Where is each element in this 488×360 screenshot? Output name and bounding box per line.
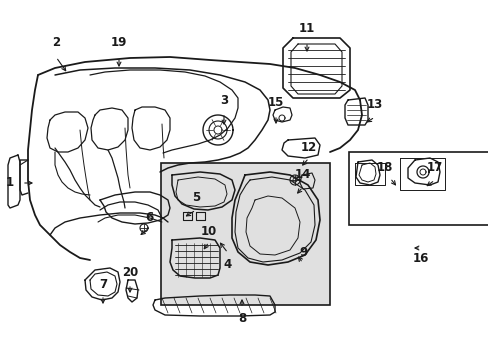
Text: 19: 19	[111, 36, 127, 49]
Text: 8: 8	[237, 311, 245, 324]
Bar	[161, 163, 329, 305]
Text: 11: 11	[298, 22, 314, 35]
Text: 6: 6	[144, 211, 153, 225]
Text: 2: 2	[52, 36, 60, 49]
Text: 17: 17	[426, 162, 442, 175]
Text: 14: 14	[294, 168, 310, 181]
Text: 1: 1	[6, 176, 14, 189]
Text: 3: 3	[220, 94, 227, 107]
Text: 4: 4	[224, 258, 232, 271]
Text: 7: 7	[99, 278, 107, 291]
Text: 12: 12	[300, 141, 317, 154]
Text: 9: 9	[298, 247, 306, 260]
Bar	[348, 152, 488, 225]
Text: 16: 16	[412, 252, 428, 265]
Text: 18: 18	[376, 162, 392, 175]
Text: 5: 5	[191, 192, 200, 204]
Text: 13: 13	[366, 99, 382, 112]
Text: 15: 15	[267, 96, 284, 109]
Text: 20: 20	[122, 265, 138, 279]
Text: 10: 10	[201, 225, 217, 238]
